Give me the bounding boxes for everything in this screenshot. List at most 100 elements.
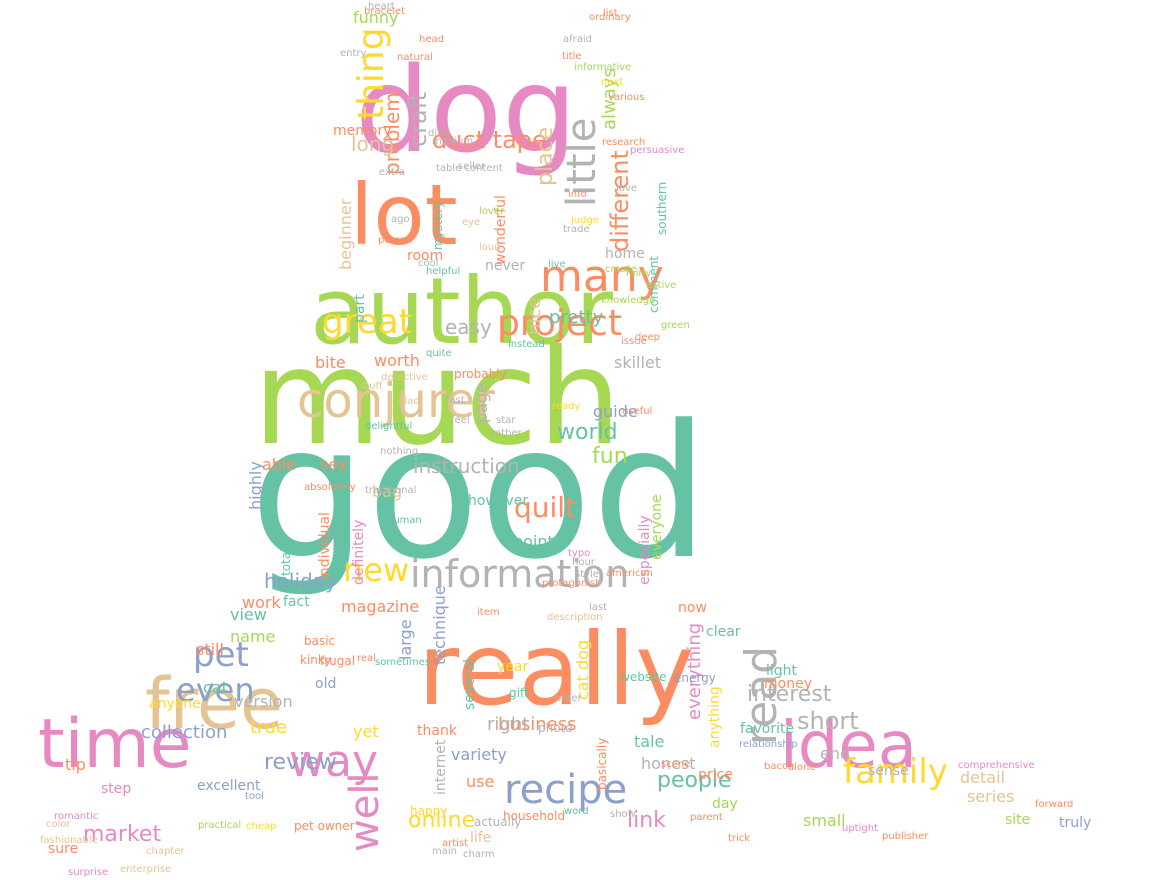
cloud-word: room [407, 247, 444, 264]
cloud-word: kinky [300, 653, 332, 668]
cloud-word: happy [410, 804, 448, 819]
cloud-word: artist [442, 838, 469, 849]
cloud-word: pet [193, 634, 249, 675]
cloud-word: fast [446, 395, 465, 406]
cloud-word: easy [445, 315, 492, 339]
cloud-word: short [797, 706, 859, 735]
cloud-word: page [472, 383, 491, 423]
cloud-word: practical [198, 820, 242, 831]
cloud-word: show [610, 809, 636, 820]
cloud-word: basic [304, 634, 336, 649]
cloud-word: tale [634, 732, 665, 752]
cloud-word: nothing [380, 446, 419, 457]
cloud-word: hour [572, 557, 595, 568]
cloud-word: gift [509, 686, 529, 701]
cloud-word: never [485, 257, 526, 274]
cloud-word: last [589, 602, 608, 613]
cloud-word: totally [279, 538, 293, 576]
cloud-word: sometimes [375, 657, 431, 668]
cloud-word: persuasive [630, 145, 685, 156]
cloud-word: mystery [431, 200, 445, 250]
cloud-word: thank [417, 722, 457, 739]
cloud-word: beginner [336, 198, 355, 270]
cloud-word: feel [451, 415, 470, 426]
cloud-word: sure [48, 840, 79, 857]
cloud-word: technique [430, 585, 449, 665]
cloud-word: everyone [649, 494, 665, 560]
cloud-word: various [608, 92, 645, 103]
cloud-word: end [820, 744, 851, 764]
cloud-word: life [470, 829, 492, 846]
cloud-word: entry [340, 48, 367, 59]
cloud-word: author [310, 258, 614, 366]
cloud-word: protagonist [542, 578, 600, 589]
cloud-word: new [343, 551, 410, 590]
cloud-word: medium [432, 136, 474, 147]
cloud-word: information [410, 551, 630, 596]
cloud-word: market [83, 822, 162, 848]
cloud-word: dog [355, 40, 577, 179]
cloud-word: fashionable [40, 835, 98, 846]
cloud-word: light [766, 662, 798, 679]
cloud-word: useful [622, 406, 653, 417]
cloud-word: cool [418, 258, 439, 269]
cloud-word: seller [458, 161, 486, 172]
cloud-word: clear [706, 623, 741, 640]
cloud-word: parent [690, 812, 723, 823]
cloud-word: info [568, 189, 587, 200]
cloud-word: individual [317, 512, 333, 580]
cloud-word: glad [398, 396, 420, 407]
cloud-word: excellent [197, 777, 261, 794]
cloud-word: small [803, 811, 846, 831]
cloud-word: extra [379, 167, 406, 178]
cloud-word: energy [674, 671, 716, 686]
cloud-word: actually [474, 815, 522, 830]
cloud-word: informative [574, 62, 632, 73]
cloud-word: still [196, 640, 224, 660]
cloud-word: skillet [614, 353, 662, 373]
cloud-word: next [601, 77, 624, 88]
cloud-word: lover [479, 206, 505, 217]
cloud-word: business [498, 713, 577, 735]
cloud-word: magazine [341, 597, 420, 617]
cloud-word: many [540, 250, 664, 302]
cloud-word: anyone [149, 695, 201, 712]
cloud-word: guide [593, 402, 638, 422]
cloud-word: photo [538, 721, 573, 736]
cloud-word: comprehensive [958, 760, 1035, 771]
cloud-word: trade [563, 224, 590, 235]
cloud-word: research [602, 137, 646, 148]
cloud-word: yet [353, 722, 379, 742]
cloud-word: really [418, 611, 695, 728]
cloud-word: fun [592, 444, 628, 470]
cloud-word: now [678, 599, 707, 616]
cloud-word: price [698, 766, 733, 783]
cloud-word: good [250, 385, 709, 600]
cloud-word: instead [508, 339, 545, 350]
cloud-word: heart [368, 1, 395, 12]
cloud-word: interest [747, 682, 832, 708]
cloud-word: idea [780, 708, 917, 783]
cloud-word: natural [397, 52, 433, 63]
cloud-word: right [487, 713, 530, 735]
cloud-word: typo [568, 548, 591, 559]
cloud-word: publisher [882, 831, 929, 842]
cloud-word: true [250, 716, 287, 738]
cloud-word: free [145, 663, 284, 745]
cloud-word: bracelet [364, 6, 406, 17]
cloud-word: favorite [740, 720, 795, 737]
cloud-word: day [712, 795, 738, 812]
cloud-word: family [843, 751, 948, 792]
cloud-word: trick [728, 833, 751, 844]
cloud-word: project [497, 303, 622, 345]
cloud-word: able [262, 455, 297, 475]
cloud-word: different [606, 150, 634, 252]
cloud-word: star [496, 415, 516, 426]
cloud-word: delightful [365, 421, 413, 432]
cloud-word: human [387, 515, 422, 526]
cloud-word: dine [428, 128, 450, 139]
cloud-word: honest [641, 754, 696, 774]
cloud-word: part [352, 294, 368, 323]
cloud-word: name [230, 627, 276, 647]
